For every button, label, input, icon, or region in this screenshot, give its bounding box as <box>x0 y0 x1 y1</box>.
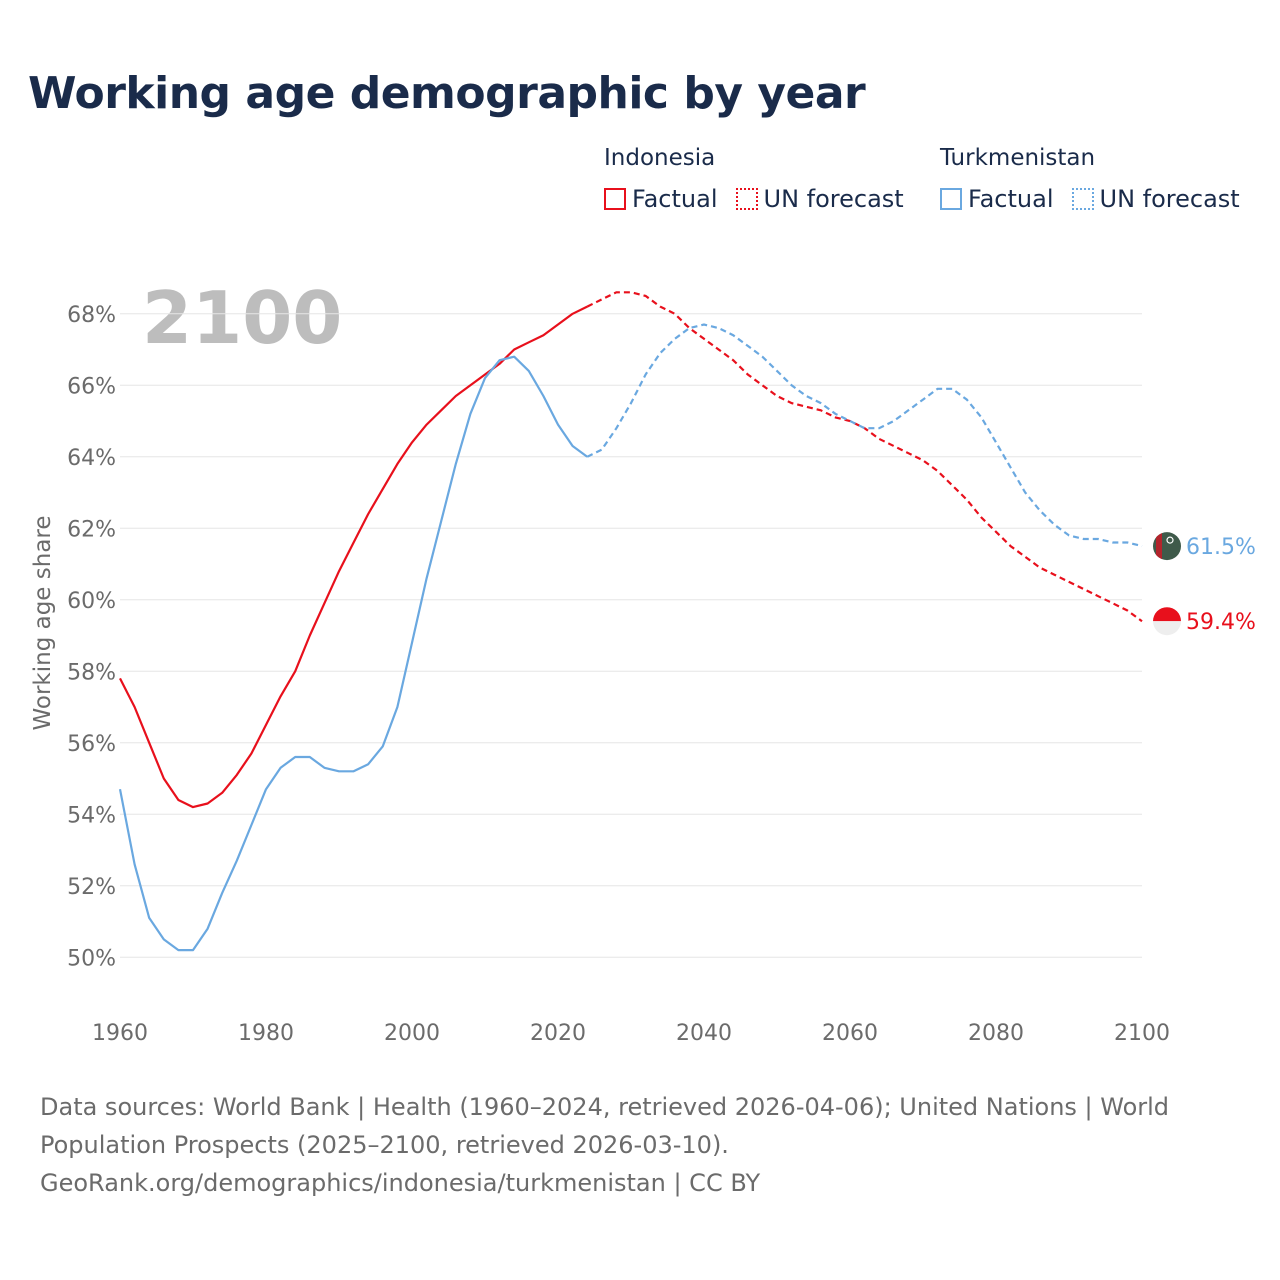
indonesia-flag-icon <box>1153 607 1181 636</box>
x-tick-label: 2080 <box>968 1021 1024 1046</box>
footer-line: Data sources: World Bank | Health (1960–… <box>40 1093 1170 1121</box>
year-watermark: 2100 <box>142 276 342 360</box>
series-line-factual-indonesia <box>119 305 588 809</box>
legend-group-indonesia: Indonesia Factual UN forecast <box>604 145 922 213</box>
footer-line[interactable]: GeoRank.org/demographics/indonesia/turkm… <box>40 1169 761 1197</box>
legend-item-indonesia-forecast[interactable]: UN forecast <box>735 185 904 213</box>
series-line-factual-turkmenistan <box>118 355 588 952</box>
x-tick-label: 2020 <box>530 1021 586 1046</box>
chart-title: Working age demographic by year <box>28 68 866 119</box>
y-axis-label: Working age share <box>30 515 56 730</box>
footer-line: Population Prospects (2025–2100, retriev… <box>40 1131 729 1159</box>
x-tick-label: 2060 <box>822 1021 878 1046</box>
legend-country-name: Turkmenistan <box>940 145 1096 171</box>
x-tick-label: 2040 <box>676 1021 732 1046</box>
end-value-label: 59.4% <box>1186 610 1256 635</box>
y-tick-label: 50% <box>67 946 116 971</box>
legend-swatch-solid <box>940 188 962 210</box>
y-tick-label: 62% <box>67 517 116 542</box>
y-tick-label: 60% <box>67 589 116 614</box>
x-tick-label: 1960 <box>92 1021 148 1046</box>
y-tick-label: 54% <box>67 803 116 828</box>
x-tick-label: 2100 <box>1114 1021 1170 1046</box>
legend-item-turkmenistan-forecast[interactable]: UN forecast <box>1071 185 1240 213</box>
legend-label: Factual <box>632 185 718 213</box>
series-line-forecast-turkmenistan <box>586 323 1143 548</box>
legend-group-turkmenistan: Turkmenistan Factual UN forecast <box>940 145 1258 213</box>
turkmenistan-flag-icon <box>1153 532 1181 561</box>
end-value-label: 61.5% <box>1186 535 1256 560</box>
y-tick-label: 66% <box>67 374 116 399</box>
legend-swatch-solid <box>604 188 626 210</box>
footer-sources: Data sources: World Bank | Health (1960–… <box>40 1088 1220 1202</box>
x-tick-label: 1980 <box>238 1021 294 1046</box>
legend-item-turkmenistan-factual[interactable]: Factual <box>940 185 1054 213</box>
legend-label: UN forecast <box>763 185 904 213</box>
legend-item-indonesia-factual[interactable]: Factual <box>604 185 718 213</box>
y-tick-label: 52% <box>67 875 116 900</box>
legend-swatch-dotted <box>735 188 758 210</box>
legend-label: UN forecast <box>1099 185 1240 213</box>
y-tick-label: 56% <box>67 732 116 757</box>
y-tick-label: 68% <box>67 303 116 328</box>
y-tick-label: 64% <box>67 446 116 471</box>
y-tick-label: 58% <box>67 660 116 685</box>
legend-label: Factual <box>968 185 1054 213</box>
line-chart: 2100 50% 52% 54% 56% 58% 60% 62% 64% 66% 68% 1960 19… <box>30 276 1256 1046</box>
legend-country-name: Indonesia <box>604 145 716 171</box>
series-line-forecast-indonesia <box>586 291 1143 623</box>
x-tick-label: 2000 <box>384 1021 440 1046</box>
legend-swatch-dotted <box>1071 188 1094 210</box>
